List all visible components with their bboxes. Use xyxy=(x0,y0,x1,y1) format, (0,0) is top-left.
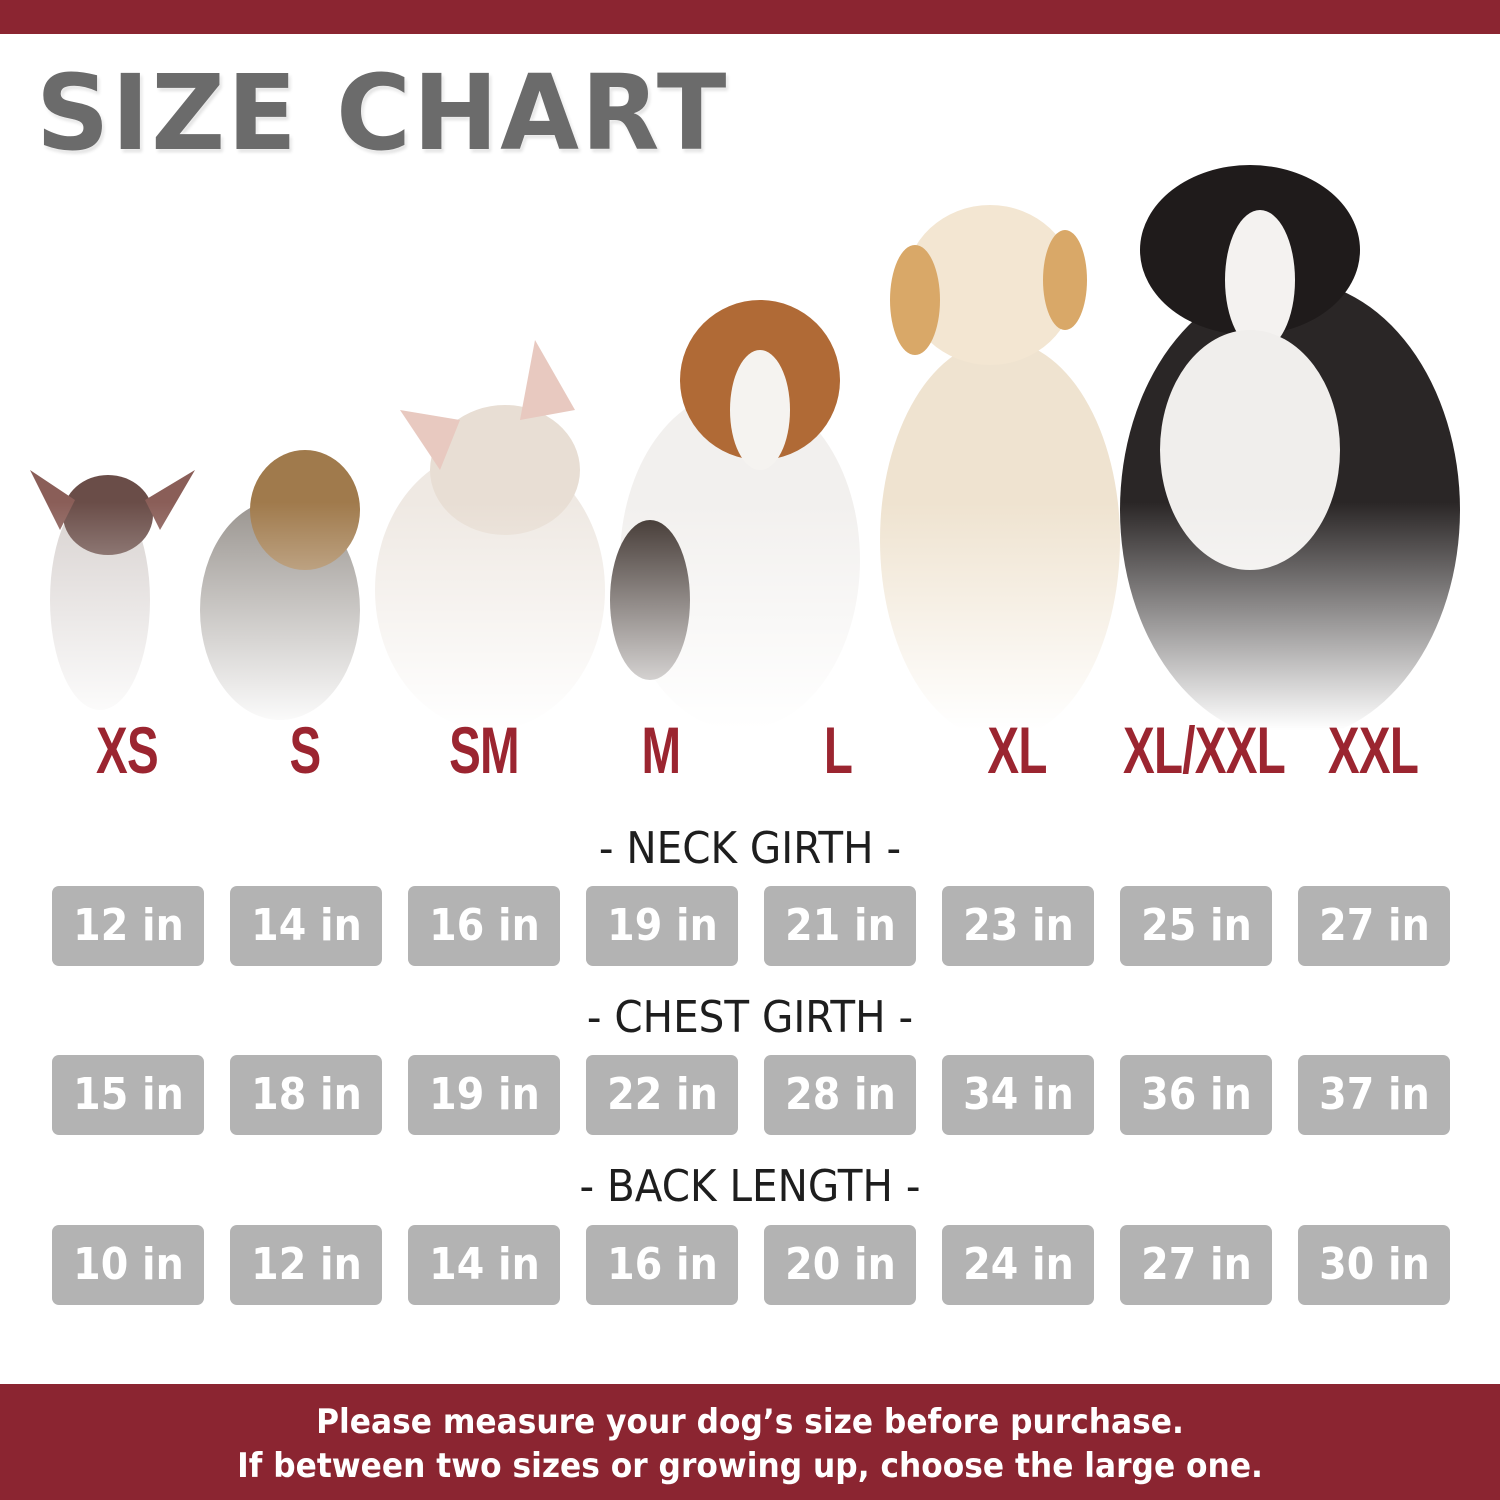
chest-girth-value-text: 22 in xyxy=(606,1069,718,1120)
size-label-l: L xyxy=(823,713,853,787)
chest-girth-value: 22 in xyxy=(586,1055,738,1135)
neck-girth-value-text: 27 in xyxy=(1318,900,1430,951)
chest-girth-value: 19 in xyxy=(408,1055,560,1135)
back-length-value: 10 in xyxy=(52,1225,204,1305)
back-length-value-text: 16 in xyxy=(606,1239,718,1290)
neck-girth-value-text: 12 in xyxy=(72,900,184,951)
chest-girth-value-text: 18 in xyxy=(250,1069,362,1120)
back-length-value: 27 in xyxy=(1120,1225,1272,1305)
chest-girth-value: 36 in xyxy=(1120,1055,1272,1135)
back-length-value-text: 12 in xyxy=(250,1239,362,1290)
chest-girth-value-text: 37 in xyxy=(1318,1069,1430,1120)
size-label-m: M xyxy=(641,713,682,787)
chest-girth-value-text: 19 in xyxy=(428,1069,540,1120)
neck-girth-value-text: 19 in xyxy=(606,900,718,951)
chest-girth-heading: - CHEST GIRTH - xyxy=(586,992,914,1043)
back-length-value: 12 in xyxy=(230,1225,382,1305)
back-length-value: 30 in xyxy=(1298,1225,1450,1305)
back-length-value: 14 in xyxy=(408,1225,560,1305)
neck-girth-value-text: 16 in xyxy=(428,900,540,951)
neck-girth-value-text: 23 in xyxy=(962,900,1074,951)
size-label-s: S xyxy=(289,713,322,787)
back-length-value: 24 in xyxy=(942,1225,1094,1305)
back-length-value-text: 20 in xyxy=(784,1239,896,1290)
neck-girth-value: 25 in xyxy=(1120,886,1272,966)
back-length-value-text: 24 in xyxy=(962,1239,1074,1290)
back-length-value-text: 30 in xyxy=(1318,1239,1430,1290)
neck-girth-value-text: 14 in xyxy=(250,900,362,951)
neck-girth-value-text: 21 in xyxy=(784,900,896,951)
chest-girth-value: 37 in xyxy=(1298,1055,1450,1135)
footer-note-measure: Please measure your dog’s size before pu… xyxy=(316,1402,1184,1442)
neck-girth-value: 12 in xyxy=(52,886,204,966)
footer-note-between-sizes: If between two sizes or growing up, choo… xyxy=(237,1446,1263,1486)
chest-girth-value-text: 36 in xyxy=(1140,1069,1252,1120)
neck-girth-value: 27 in xyxy=(1298,886,1450,966)
back-length-value-text: 27 in xyxy=(1140,1239,1252,1290)
size-label-xs: XS xyxy=(96,713,159,787)
dog-photos xyxy=(0,160,1500,730)
back-length-value: 16 in xyxy=(586,1225,738,1305)
chest-girth-value: 34 in xyxy=(942,1055,1094,1135)
chest-girth-value-text: 28 in xyxy=(784,1069,896,1120)
back-length-value: 20 in xyxy=(764,1225,916,1305)
page-title: SIZE CHART xyxy=(36,52,729,174)
chest-girth-value-text: 34 in xyxy=(962,1069,1074,1120)
neck-girth-value-text: 25 in xyxy=(1140,900,1252,951)
chest-girth-value: 28 in xyxy=(764,1055,916,1135)
top-banner xyxy=(0,0,1500,34)
chest-girth-value: 18 in xyxy=(230,1055,382,1135)
neck-girth-value: 14 in xyxy=(230,886,382,966)
chest-girth-value-text: 15 in xyxy=(72,1069,184,1120)
size-label-xl-xxl: XL/XXL xyxy=(1123,713,1286,787)
neck-girth-value: 23 in xyxy=(942,886,1094,966)
neck-girth-value: 16 in xyxy=(408,886,560,966)
chest-girth-value: 15 in xyxy=(52,1055,204,1135)
back-length-value-text: 10 in xyxy=(72,1239,184,1290)
neck-girth-heading: - NECK GIRTH - xyxy=(598,823,902,874)
size-label-xxl: XXL xyxy=(1327,713,1419,787)
neck-girth-value: 21 in xyxy=(764,886,916,966)
neck-girth-value: 19 in xyxy=(586,886,738,966)
size-label-sm: SM xyxy=(449,713,520,787)
back-length-value-text: 14 in xyxy=(428,1239,540,1290)
footer-banner: Please measure your dog’s size before pu… xyxy=(0,1384,1500,1500)
size-label-xl: XL xyxy=(987,713,1047,787)
back-length-heading: - BACK LENGTH - xyxy=(579,1161,921,1212)
